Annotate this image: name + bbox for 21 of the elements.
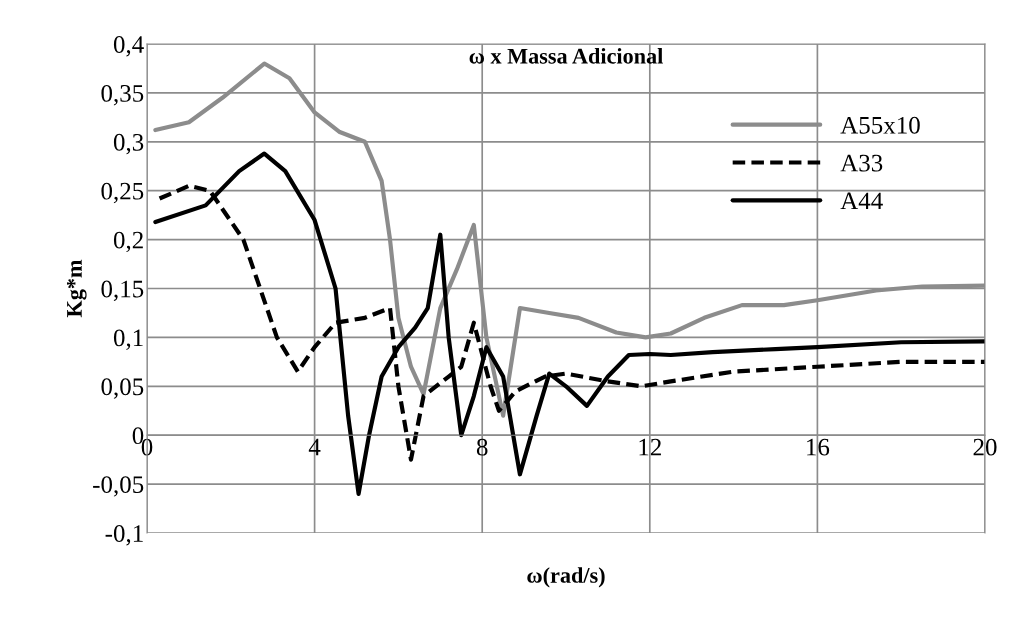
- legend-label: A33: [840, 154, 883, 172]
- chart-title: ω x Massa Adicional: [469, 48, 663, 64]
- y-tick-label: 0,25: [101, 182, 144, 204]
- y-tick-label: 0,4: [113, 36, 144, 57]
- y-tick-label: 0,2: [113, 231, 143, 253]
- y-tick-label: 0,05: [101, 378, 144, 399]
- y-axis-title: Kg*m: [67, 259, 87, 318]
- y-tick-label: 0,35: [101, 84, 144, 106]
- x-tick-label: 4: [308, 438, 321, 456]
- legend-label: A55x10: [840, 116, 920, 134]
- legend-label: A44: [840, 192, 883, 210]
- y-tick-label: 0,1: [113, 329, 143, 350]
- x-axis-title: ω(rad/s): [527, 567, 605, 588]
- x-tick-label: 20: [973, 438, 997, 456]
- y-tick-label: 0,15: [101, 280, 144, 302]
- x-tick-label: 12: [639, 438, 661, 456]
- y-tick-label: -0,05: [93, 476, 144, 497]
- y-tick-label: 0,3: [113, 133, 144, 155]
- x-tick-label: 8: [476, 438, 488, 456]
- y-tick-label: -0,1: [105, 525, 143, 546]
- x-tick-label: 16: [807, 438, 830, 456]
